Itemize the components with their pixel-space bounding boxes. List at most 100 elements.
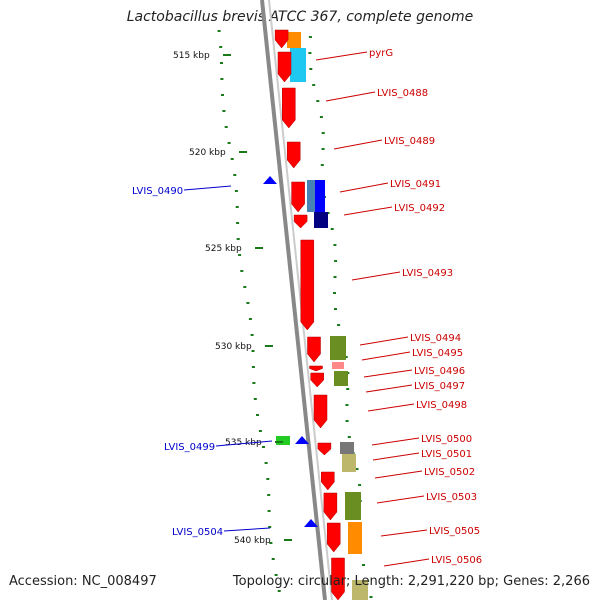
label-leader bbox=[374, 470, 423, 479]
gc-dot bbox=[222, 110, 226, 112]
forward-gene-label: LVIS_0492 bbox=[394, 203, 445, 214]
gc-dot bbox=[312, 84, 316, 86]
cds-arrow bbox=[323, 492, 338, 521]
cds-arrow bbox=[286, 141, 301, 169]
forward-gene-label: LVIS_0495 bbox=[412, 348, 463, 359]
label-leader bbox=[367, 403, 415, 412]
label-leader bbox=[315, 51, 368, 61]
tick-label: 525 kbp bbox=[205, 244, 242, 254]
gc-dot bbox=[355, 468, 359, 470]
cds-arrow bbox=[300, 239, 315, 331]
label-leader bbox=[343, 206, 393, 216]
label-leader bbox=[325, 91, 376, 102]
cog-block bbox=[330, 336, 346, 360]
accession-text: Accession: NC_008497 bbox=[9, 574, 157, 589]
summary-text: Topology: circular; Length: 2,291,220 bp… bbox=[232, 574, 590, 589]
gc-dot bbox=[248, 318, 252, 320]
gc-dot bbox=[233, 174, 237, 176]
gc-dot bbox=[267, 510, 271, 512]
gc-dot bbox=[269, 542, 273, 544]
gc-dot bbox=[252, 382, 256, 384]
cds-arrow bbox=[277, 51, 292, 83]
forward-gene-label: LVIS_0493 bbox=[402, 268, 453, 279]
gc-dot bbox=[258, 430, 262, 432]
cds-arrow bbox=[313, 394, 328, 429]
label-leader bbox=[383, 558, 430, 567]
forward-gene-label: LVIS_0502 bbox=[424, 467, 475, 478]
forward-gene-label: LVIS_0491 bbox=[390, 179, 441, 190]
cds-arrow bbox=[291, 181, 305, 213]
forward-gene-label: LVIS_0497 bbox=[414, 381, 465, 392]
cds-arrow bbox=[310, 372, 324, 388]
gc-dot bbox=[345, 404, 349, 406]
gc-dot bbox=[220, 78, 224, 80]
gc-dot bbox=[217, 30, 221, 32]
gc-dot bbox=[253, 398, 257, 400]
gc-dot bbox=[358, 484, 362, 486]
gc-dot bbox=[333, 244, 337, 246]
cds-arrow bbox=[326, 522, 341, 553]
cog-block bbox=[314, 212, 328, 228]
cog-block bbox=[276, 436, 290, 445]
forward-gene-label: LVIS_0503 bbox=[426, 492, 477, 503]
cds-arrow bbox=[321, 471, 335, 491]
gc-dot bbox=[250, 334, 254, 336]
gc-dot bbox=[271, 558, 275, 560]
gc-dot bbox=[346, 388, 350, 390]
cog-block bbox=[352, 580, 368, 600]
gc-dot bbox=[236, 222, 240, 224]
cds-arrow bbox=[274, 29, 289, 49]
forward-gene-label: LVIS_0489 bbox=[384, 136, 435, 147]
label-leader bbox=[380, 529, 428, 537]
cds-arrow bbox=[317, 442, 332, 456]
forward-gene-label: LVIS_0501 bbox=[421, 449, 472, 460]
cog-block bbox=[332, 362, 344, 369]
gc-dot bbox=[337, 324, 341, 326]
map-title: Lactobacillus brevis ATCC 367, complete … bbox=[126, 9, 474, 25]
cog-block bbox=[334, 371, 348, 386]
reverse-gene-label: LVIS_0504 bbox=[172, 527, 223, 538]
label-leader bbox=[371, 437, 420, 446]
cog-block bbox=[307, 180, 315, 212]
forward-gene-label: LVIS_0494 bbox=[410, 333, 461, 344]
gc-dot bbox=[220, 62, 223, 64]
gc-dot bbox=[369, 596, 373, 598]
cds-arrow bbox=[309, 365, 323, 372]
gc-dot bbox=[221, 94, 224, 96]
gc-dot bbox=[334, 308, 337, 310]
gc-dot bbox=[251, 350, 255, 352]
forward-gene-label: LVIS_0498 bbox=[416, 400, 467, 411]
gc-dot bbox=[234, 190, 238, 192]
label-leader bbox=[372, 452, 420, 461]
tick-mark bbox=[265, 345, 273, 347]
tick-label: 530 kbp bbox=[215, 342, 252, 352]
gc-dot bbox=[334, 260, 338, 262]
reverse-gene-arrow bbox=[295, 436, 309, 444]
cog-block bbox=[345, 492, 361, 520]
gc-dot bbox=[321, 132, 325, 134]
gc-dot bbox=[320, 164, 324, 166]
tick-mark bbox=[275, 441, 283, 443]
tick-mark bbox=[223, 54, 231, 56]
label-leader bbox=[365, 384, 413, 393]
gc-dot bbox=[362, 564, 365, 566]
cog-block bbox=[287, 32, 301, 48]
label-leader bbox=[361, 351, 411, 361]
cds-arrow bbox=[331, 557, 345, 600]
gc-dot bbox=[264, 462, 268, 464]
label-leader bbox=[376, 495, 425, 504]
gc-dot bbox=[243, 286, 247, 288]
forward-gene-label: LVIS_0505 bbox=[429, 526, 480, 537]
gc-dot bbox=[333, 276, 337, 278]
gc-dot bbox=[326, 212, 330, 214]
backbone-line bbox=[260, 0, 327, 600]
tick-mark bbox=[284, 539, 292, 541]
label-leader bbox=[339, 182, 389, 193]
gc-dot bbox=[227, 142, 231, 144]
gc-dot bbox=[277, 590, 281, 592]
label-leader bbox=[363, 369, 413, 378]
gc-dot bbox=[230, 158, 234, 160]
tick-mark bbox=[239, 151, 247, 153]
gc-dot bbox=[266, 478, 270, 480]
gc-dot bbox=[240, 270, 244, 272]
